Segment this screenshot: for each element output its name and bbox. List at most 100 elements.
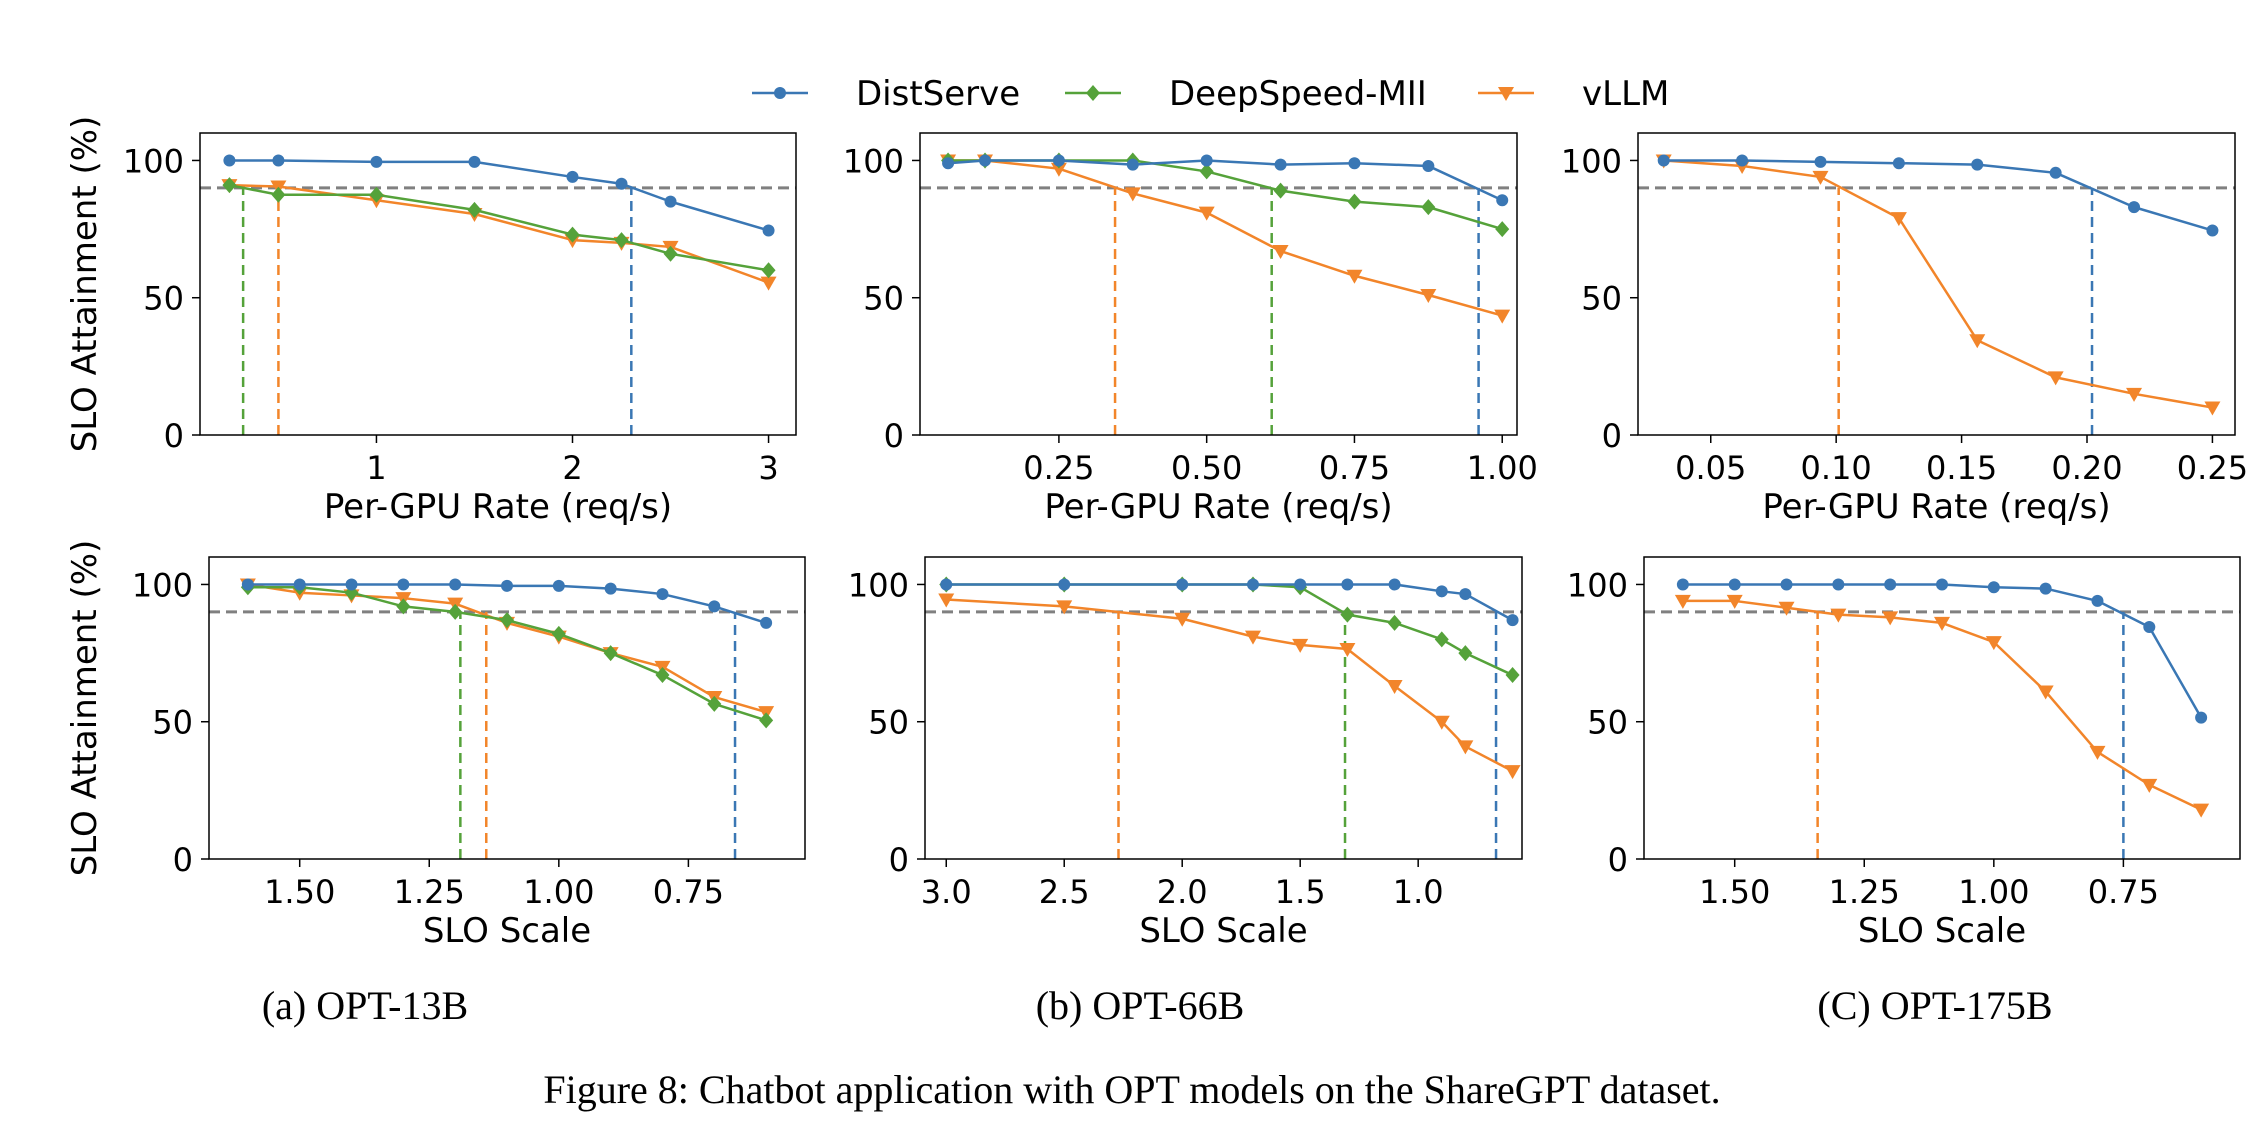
data-point	[1505, 667, 1520, 684]
series-vllm	[1655, 154, 2221, 416]
data-point	[1459, 588, 1472, 601]
data-point	[1421, 199, 1436, 216]
series-line	[946, 583, 1514, 622]
data-point	[397, 578, 410, 591]
data-point	[1387, 614, 1402, 631]
data-point	[663, 245, 678, 262]
series-distserve	[223, 154, 775, 237]
data-point	[345, 578, 358, 591]
data-point	[1495, 221, 1510, 238]
data-point	[2193, 803, 2210, 818]
data-point	[293, 578, 306, 591]
data-point	[707, 695, 722, 712]
data-point	[1272, 245, 1289, 260]
data-point	[2039, 582, 2052, 595]
y-tick-label: 100	[848, 566, 909, 604]
data-point	[1890, 212, 1907, 227]
data-point	[551, 625, 566, 642]
data-point	[565, 226, 580, 243]
data-point	[369, 186, 384, 203]
series-line	[247, 585, 767, 722]
data-point	[942, 157, 955, 170]
data-point	[1934, 616, 1950, 631]
x-tick-label: 1.25	[394, 873, 465, 911]
legend-item-deepspeed-mii: DeepSpeed-MII	[1065, 74, 1427, 114]
data-point	[1936, 578, 1948, 591]
x-tick-label: 1.25	[1829, 873, 1900, 911]
data-point	[2204, 401, 2221, 416]
y-tick-label: 0	[173, 841, 193, 879]
chart-panel-5: 0 50 100 3.0 2.5 2.0 1.5 1.0 SLO Scale	[848, 556, 1523, 951]
data-point	[1457, 740, 1474, 755]
data-point	[1458, 645, 1473, 662]
series-line	[229, 183, 769, 284]
x-axis-label: Per-GPU Rate (req/s)	[1762, 487, 2110, 527]
data-point	[655, 667, 670, 684]
data-point	[222, 177, 237, 194]
data-point	[1274, 158, 1287, 171]
series-line	[1663, 159, 2213, 409]
data-point	[1246, 578, 1259, 591]
data-point	[396, 598, 411, 615]
x-tick-label: 0.75	[653, 873, 724, 911]
data-point	[2143, 621, 2156, 634]
x-tick-label: 1.00	[1958, 873, 2029, 911]
x-tick-label: 1	[366, 449, 386, 487]
data-point	[1780, 578, 1793, 591]
y-axis-label: SLO Attainment (%)	[65, 116, 105, 453]
data-point	[1126, 158, 1139, 171]
series-distserve	[1657, 154, 2219, 237]
x-tick-label: 0.75	[2088, 873, 2159, 911]
plot-frame	[199, 132, 797, 436]
legend-label: DistServe	[856, 74, 1020, 114]
data-point	[2049, 166, 2062, 179]
data-point	[2037, 685, 2054, 700]
data-point	[1174, 612, 1191, 627]
x-tick-label: 0.20	[2051, 449, 2122, 487]
data-point	[1058, 578, 1071, 591]
series-line	[948, 159, 1503, 317]
plot-frame	[1643, 556, 2241, 860]
plot-area	[209, 578, 805, 859]
y-tick-label: 100	[123, 142, 184, 180]
series-line	[229, 183, 769, 272]
data-point	[500, 612, 514, 629]
data-point	[1892, 157, 1905, 170]
data-point	[708, 600, 721, 613]
x-tick-label: 3.0	[921, 873, 972, 911]
x-tick-label: 2.5	[1039, 873, 1090, 911]
data-point	[1812, 170, 1829, 185]
data-point	[1496, 194, 1509, 207]
x-tick-label: 0.25	[1023, 449, 1094, 487]
data-point	[2141, 778, 2158, 793]
x-tick-label: 2	[562, 449, 582, 487]
plot-area	[1644, 578, 2240, 859]
y-tick-label: 50	[868, 704, 909, 742]
chart-panel-6: 0 50 100 1.50 1.25 1.00 0.75 SLO Scale	[1567, 556, 2241, 951]
chart-panel-2: 0 50 100 0.25 0.50 0.75 1.00 Per-GPU Rate (req/…	[843, 132, 1538, 527]
data-point	[615, 177, 628, 190]
data-point	[370, 155, 383, 168]
data-point	[759, 712, 774, 729]
x-tick-label: 0.05	[1675, 449, 1746, 487]
data-point	[2195, 711, 2208, 724]
subplot-label-c: (C) OPT-175B	[1817, 983, 2053, 1028]
x-tick-label: 0.10	[1801, 449, 1872, 487]
series-vllm	[940, 154, 1511, 324]
x-axis-label: Per-GPU Rate (req/s)	[324, 487, 672, 527]
data-point	[1176, 578, 1189, 591]
data-point	[1273, 182, 1288, 199]
y-tick-label: 100	[1561, 142, 1622, 180]
data-point	[1347, 193, 1362, 210]
data-point	[1830, 608, 1847, 623]
series-line	[948, 159, 1503, 231]
y-tick-label: 50	[1581, 280, 1622, 318]
data-point	[1294, 578, 1307, 591]
x-tick-label: 1.5	[1275, 873, 1326, 911]
data-point	[979, 154, 992, 167]
data-point	[1056, 600, 1073, 615]
data-point	[1884, 578, 1897, 591]
data-point	[566, 170, 579, 183]
chart-panel-4: 0 50 100 1.50 1.25 1.00 0.75 SLO Scale SLO Attai…	[65, 540, 806, 951]
x-tick-label: 0.75	[1319, 449, 1390, 487]
